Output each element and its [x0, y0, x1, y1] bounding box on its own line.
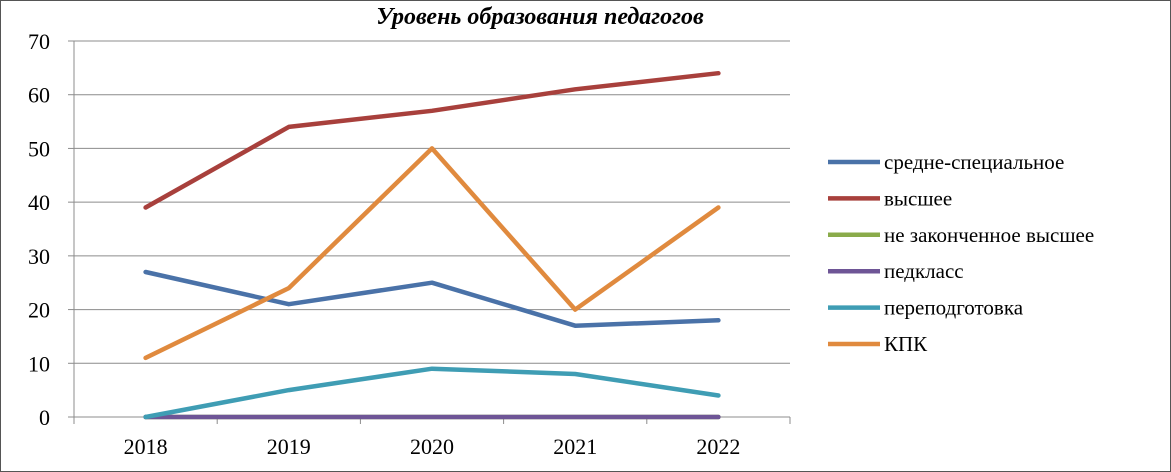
x-tick-label: 2021 [553, 434, 597, 459]
y-tick-label: 70 [28, 29, 50, 54]
legend-label: педкласс [884, 259, 964, 283]
y-tick-label: 60 [28, 83, 50, 108]
x-tick-label: 2018 [124, 434, 168, 459]
legend-label: высшее [884, 186, 952, 210]
x-tick-label: 2020 [410, 434, 454, 459]
y-tick-label: 10 [28, 351, 50, 376]
y-tick-label: 50 [28, 136, 50, 161]
y-tick-label: 40 [28, 190, 50, 215]
legend-label: средне-специальное [884, 150, 1064, 174]
legend-label: не законченное высшее [884, 223, 1094, 247]
x-tick-label: 2019 [267, 434, 311, 459]
legend-label: КПК [884, 332, 928, 356]
y-tick-label: 20 [28, 298, 50, 323]
y-tick-label: 30 [28, 244, 50, 269]
legend-label: переподготовка [884, 296, 1024, 320]
x-tick-label: 2022 [696, 434, 740, 459]
y-tick-label: 0 [39, 405, 50, 430]
chart-title: Уровень образования педагогов [376, 4, 704, 30]
